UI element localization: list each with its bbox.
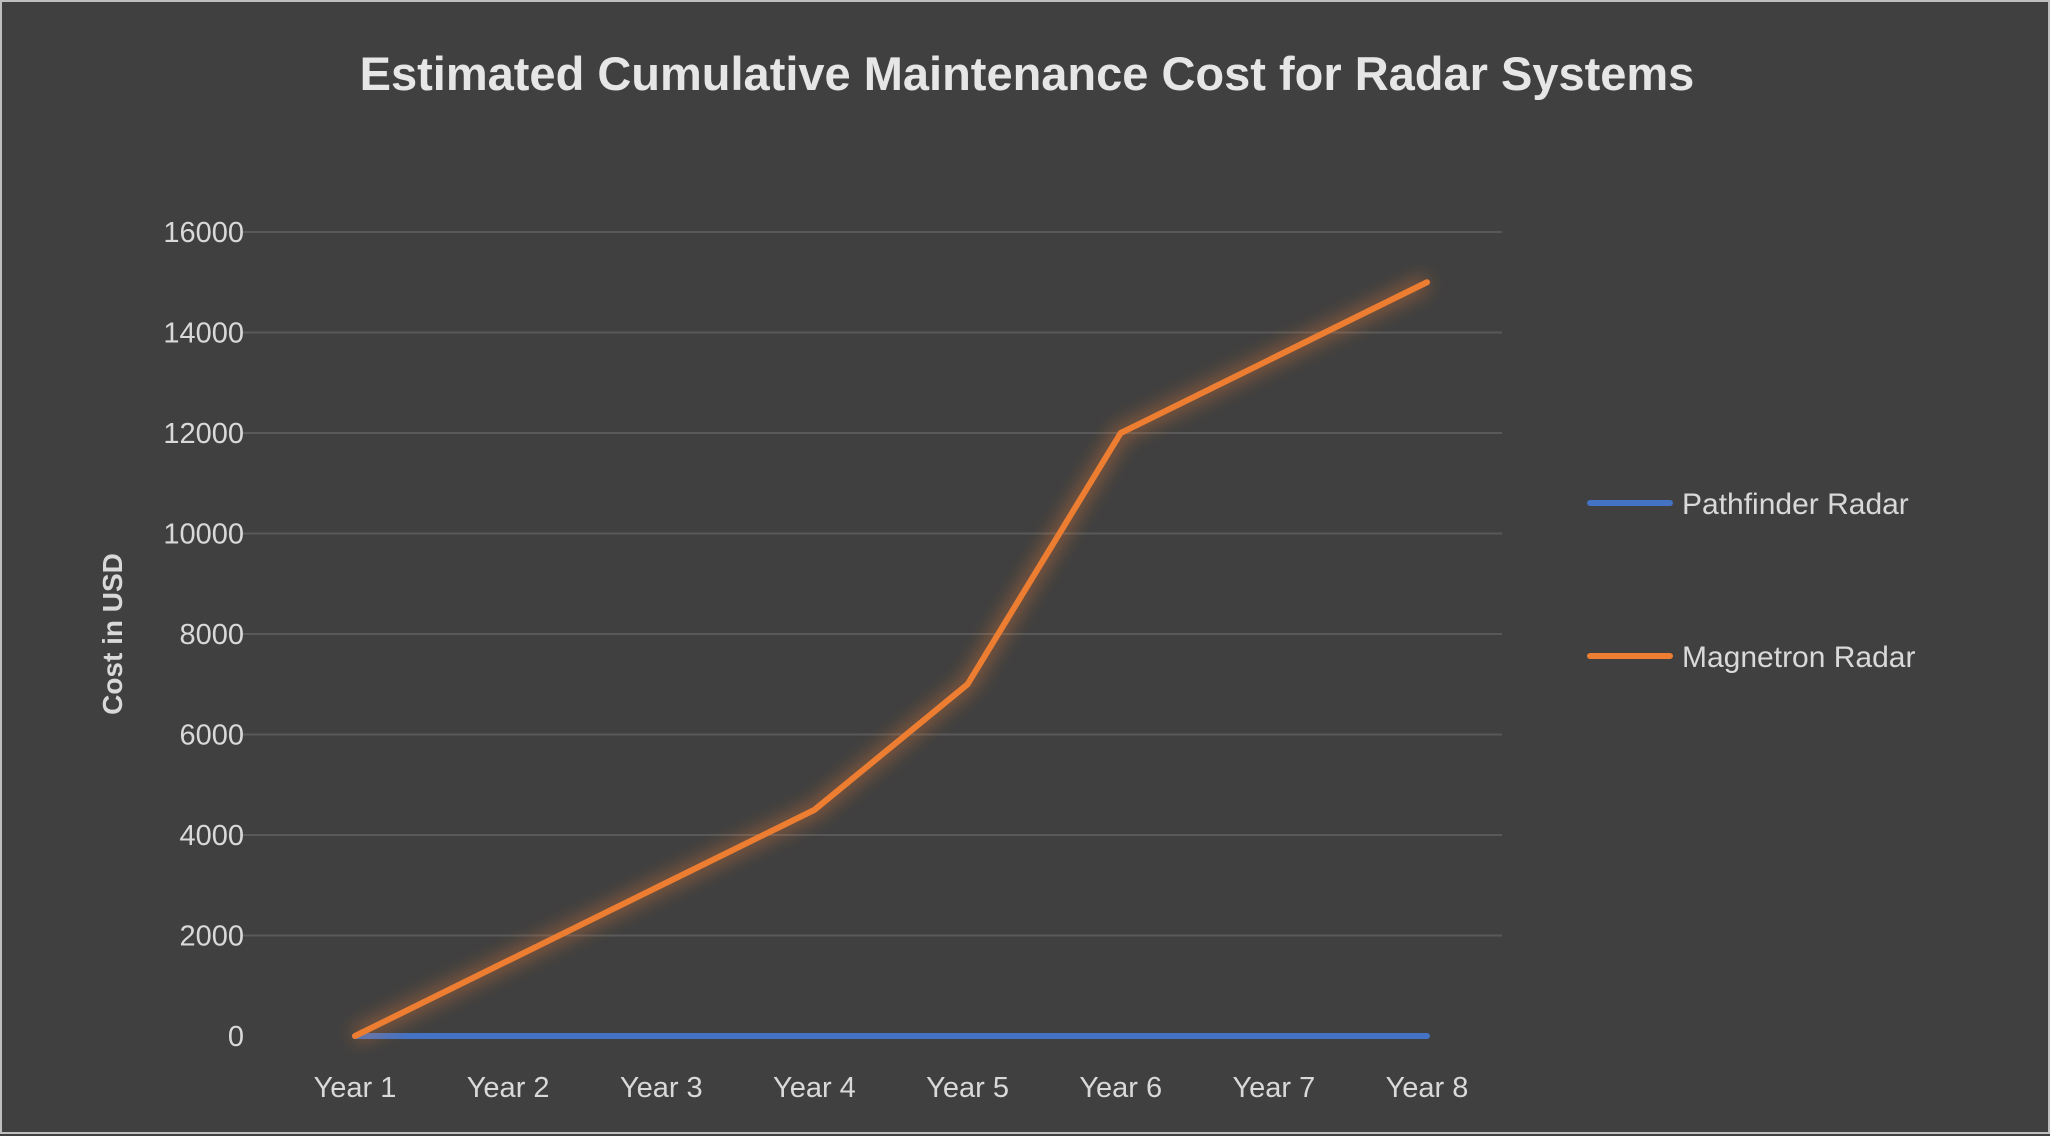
x-tick-label: Year 4 [773, 1072, 856, 1104]
y-tick-label: 12000 [163, 418, 244, 450]
series-line-magnetron-radar [355, 282, 1427, 1036]
x-tick-label: Year 6 [1079, 1072, 1162, 1104]
x-tick-label: Year 3 [620, 1072, 703, 1104]
y-tick-label: 14000 [163, 318, 244, 350]
y-axis-label: Cost in USD [97, 553, 128, 715]
y-tick-label: 8000 [179, 619, 244, 651]
y-axis-ticks: 0 2000 4000 6000 8000 10000 12000 14000 16000 [163, 217, 244, 1053]
y-tick-label: 2000 [179, 921, 244, 953]
y-tick-label: 10000 [163, 519, 244, 551]
y-tick-label: 6000 [179, 720, 244, 752]
series-lines [355, 282, 1427, 1036]
y-tick-label: 16000 [163, 217, 244, 249]
legend-label: Pathfinder Radar [1682, 488, 1909, 521]
chart-title: Estimated Cumulative Maintenance Cost fo… [360, 47, 1695, 100]
y-tick-label: 4000 [179, 820, 244, 852]
x-tick-label: Year 8 [1386, 1072, 1469, 1104]
legend-label: Magnetron Radar [1682, 641, 1915, 674]
x-tick-label: Year 7 [1232, 1072, 1315, 1104]
x-tick-label: Year 2 [467, 1072, 550, 1104]
x-axis-ticks: Year 1 Year 2 Year 3 Year 4 Year 5 Year 6 Year… [314, 1072, 1469, 1104]
x-tick-label: Year 1 [314, 1072, 397, 1104]
series-glow [355, 282, 1427, 1036]
y-tick-label: 0 [228, 1021, 244, 1053]
x-tick-label: Year 5 [926, 1072, 1009, 1104]
legend: Pathfinder Radar Magnetron Radar [1590, 488, 1915, 674]
